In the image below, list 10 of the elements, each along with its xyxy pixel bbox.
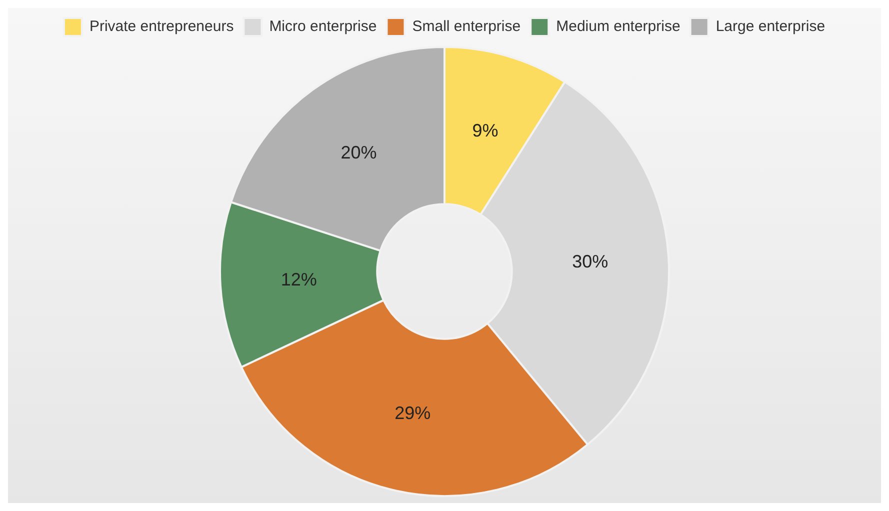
data-label: 12% [280, 270, 317, 290]
legend-label: Small enterprise [412, 18, 521, 36]
legend-label: Private entrepreneurs [89, 18, 234, 36]
data-label: 20% [340, 142, 377, 162]
legend-label: Medium enterprise [556, 18, 680, 36]
data-label: 29% [394, 402, 431, 423]
legend-label: Micro enterprise [269, 18, 377, 36]
data-label: 9% [472, 120, 498, 140]
legend-label: Large enterprise [716, 18, 826, 36]
data-label: 30% [572, 251, 608, 272]
